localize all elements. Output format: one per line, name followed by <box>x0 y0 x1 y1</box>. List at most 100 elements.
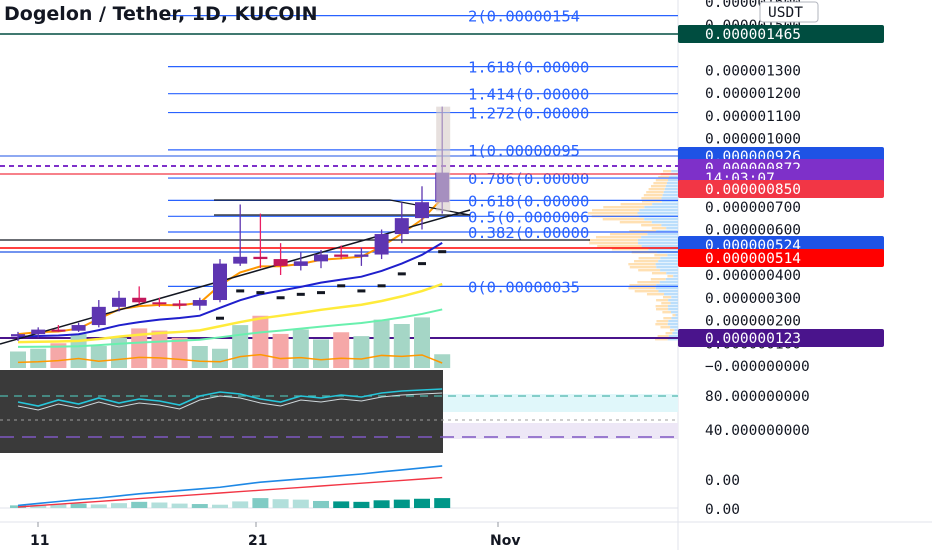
volume-bar <box>171 337 188 368</box>
volume-profile-bar <box>651 185 666 188</box>
lower-volume-bar <box>30 504 47 508</box>
volume-bar <box>373 319 390 368</box>
lower-volume-bar <box>393 499 410 508</box>
candle-body <box>233 256 248 264</box>
fib-label: 0(0.00000035 <box>468 278 580 296</box>
sar-marker <box>236 289 245 293</box>
volume-profile-bar <box>654 254 668 257</box>
time-axis-label: 11 <box>30 533 49 549</box>
volume-profile-bar <box>653 182 667 185</box>
price-axis-label: 0.000001000 <box>705 132 801 148</box>
candle-body <box>213 263 227 301</box>
volume-profile-bar <box>641 200 662 203</box>
lower-volume-bar <box>353 501 370 508</box>
volume-profile-bar <box>638 242 678 245</box>
price-axis-label: 0.000000400 <box>705 268 801 284</box>
lower-red-line <box>17 476 443 508</box>
volume-profile-bar <box>638 257 661 260</box>
volume-bar <box>111 337 127 368</box>
volume-profile-bar <box>660 326 671 329</box>
candle-body <box>132 297 147 303</box>
volume-profile-bar <box>634 290 659 293</box>
volume-profile-bar <box>666 272 678 275</box>
lower-volume-bar <box>191 504 208 508</box>
volume-profile-bar <box>658 176 670 179</box>
volume-profile-bar <box>661 200 678 203</box>
lower-volume-bar <box>50 504 67 508</box>
trendlines <box>0 199 590 345</box>
volume-profile-bar <box>662 296 672 299</box>
volume-bar <box>252 315 269 368</box>
volume-profile-bar <box>655 305 668 308</box>
candle-body <box>354 254 369 257</box>
volume-profile-bar <box>668 299 678 302</box>
price-axis-label: 0.000001100 <box>705 109 801 125</box>
volume-bar <box>70 333 87 368</box>
volume-bar <box>50 343 67 368</box>
sar-marker <box>296 292 305 296</box>
volume-profile-bar <box>657 335 669 338</box>
volume-profile-bar <box>656 320 669 323</box>
volume-profile-bar <box>655 338 668 341</box>
volume-profile-bar <box>656 266 678 269</box>
volume-profile-bar <box>656 308 669 311</box>
volume-profile-bar <box>660 269 678 272</box>
volume-profile-bar <box>660 257 678 260</box>
sar-marker <box>357 289 366 293</box>
price-badge-label: 0.000000850 <box>705 182 801 198</box>
lower-pane <box>0 465 678 509</box>
candle-body <box>152 302 167 305</box>
volume-profile-bar <box>637 212 678 215</box>
volume-profile-bar <box>661 224 678 227</box>
volume-profile-bar <box>665 278 678 281</box>
price-badge-label: 0.000000514 <box>705 251 801 267</box>
lower-volume-bar <box>111 503 127 508</box>
oscillator-axis-label: 40.000000000 <box>705 423 810 439</box>
volume-profile-bar <box>628 287 656 290</box>
price-axis-label: 0.000000300 <box>705 291 801 307</box>
volume-bar <box>10 351 26 368</box>
sar-marker <box>397 272 406 276</box>
volume-bar <box>353 336 370 368</box>
price-badge <box>678 249 884 267</box>
volume-profile-bar <box>620 203 653 206</box>
price-badge-label: 0.000001465 <box>705 27 801 43</box>
volume-profile-bar <box>663 317 672 320</box>
volume-profile-bar <box>655 263 678 266</box>
volume-bars <box>10 315 451 368</box>
price-axis-label: 0.000001300 <box>705 63 801 79</box>
volume-profile-bar <box>664 293 678 296</box>
volume-profile-bar <box>671 317 678 320</box>
fib-label: 2(0.00000154 <box>468 8 580 26</box>
lower-volume-bar <box>292 499 309 508</box>
lower-volume-bar <box>232 501 249 508</box>
candle-body <box>314 254 328 262</box>
volume-profile-bar <box>658 260 678 263</box>
volume-profile-bar <box>641 236 678 239</box>
lower-volume-bar <box>434 498 451 508</box>
lower-volume-bar <box>171 503 188 508</box>
candle-body <box>334 254 349 257</box>
volume-profile-bar <box>619 221 652 224</box>
volume-bar <box>191 346 208 368</box>
sar-marker <box>317 291 325 295</box>
volume-profile-bar <box>651 221 678 224</box>
volume-profile-bar <box>668 308 678 311</box>
volume-profile-bar <box>602 218 645 221</box>
candle-body <box>253 256 268 260</box>
volume-profile-bar <box>666 227 678 230</box>
volume-profile-bar <box>658 290 678 293</box>
volume-profile-bar <box>668 320 678 323</box>
volume-profile-bar <box>670 326 678 329</box>
price-axis-label: 0.000000600 <box>705 223 801 239</box>
volume-profile-bar <box>644 218 678 221</box>
volume-profile-bar <box>667 275 674 278</box>
trendline <box>0 209 471 345</box>
volume-bar <box>434 354 451 368</box>
sar-marker <box>438 250 447 254</box>
volume-profile-bar <box>663 170 672 173</box>
candle-body <box>71 325 86 331</box>
volume-profile-bar <box>661 302 671 305</box>
price-axis: 0.0000016000.0000015000.0000013000.00000… <box>705 0 819 518</box>
